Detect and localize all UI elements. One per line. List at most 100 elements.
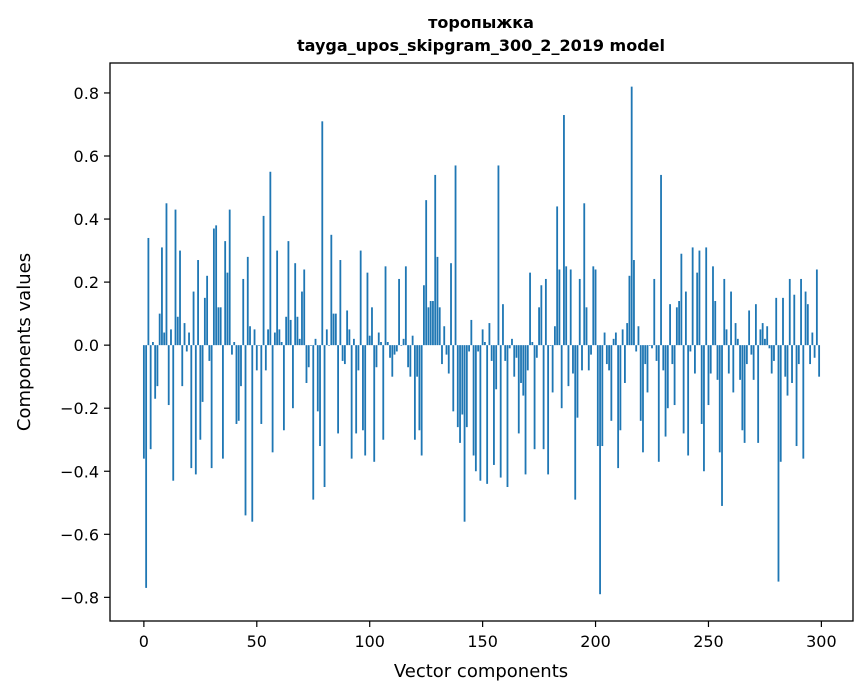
bar-98 [364, 345, 367, 456]
bar-232 [666, 345, 669, 409]
x-axis: 0 50 100 150 200 250 300 [139, 621, 837, 651]
bar-6 [156, 345, 159, 387]
bar-51 [258, 345, 260, 346]
bar-275 [764, 338, 766, 346]
bar-185 [560, 345, 563, 409]
bar-256 [721, 345, 723, 506]
bar-193 [578, 278, 581, 346]
bar-123 [420, 345, 423, 456]
bar-211 [619, 345, 622, 431]
plot-frame [109, 62, 854, 622]
bar-293 [804, 291, 807, 346]
bar-117 [407, 345, 410, 368]
bar-95 [357, 345, 360, 371]
bar-279 [773, 345, 775, 361]
bar-30 [210, 345, 213, 469]
bar-8 [161, 247, 163, 346]
bar-159 [502, 304, 504, 346]
bar-283 [782, 297, 784, 346]
bar-15 [176, 316, 179, 346]
bar-255 [718, 345, 721, 453]
bar-145 [470, 319, 473, 346]
bar-288 [793, 294, 796, 346]
bar-169 [524, 345, 527, 475]
bar-16 [179, 250, 181, 346]
bar-240 [684, 291, 687, 346]
bar-276 [766, 326, 769, 346]
bar-81 [325, 329, 328, 346]
bar-247 [700, 345, 703, 424]
bar-164 [513, 345, 516, 377]
bar-234 [671, 345, 674, 365]
bar-137 [452, 345, 455, 412]
bar-205 [605, 345, 608, 365]
bar-120 [413, 345, 416, 440]
x-tick-label-1: 50 [247, 632, 267, 651]
bar-187 [565, 266, 568, 346]
bar-5 [154, 345, 157, 399]
chart-subtitle: tayga_upos_skipgram_300_2_2019 model [297, 36, 665, 55]
bar-27 [203, 297, 206, 346]
bar-168 [522, 345, 525, 396]
bar-80 [323, 345, 326, 488]
y-tick-label-6: 0.4 [74, 210, 99, 229]
y-tick-label-2: −0.4 [60, 462, 99, 481]
bar-142 [463, 345, 466, 522]
x-tick-label-3: 150 [467, 632, 498, 651]
bar-269 [750, 345, 753, 355]
bar-238 [680, 253, 683, 346]
bar-48 [251, 345, 254, 522]
bar-235 [673, 345, 676, 406]
bar-259 [727, 345, 730, 374]
y-tick-label-1: −0.6 [60, 525, 99, 544]
x-tick-label-4: 200 [580, 632, 611, 651]
bar-286 [788, 278, 791, 346]
bar-177 [542, 345, 545, 450]
bar-201 [596, 345, 599, 447]
bar-45 [244, 345, 247, 516]
bar-196 [585, 307, 588, 346]
bar-140 [459, 345, 461, 443]
bar-105 [380, 342, 382, 346]
bar-86 [337, 345, 339, 434]
bar-265 [741, 345, 744, 431]
bar-165 [515, 345, 518, 358]
bar-59 [276, 250, 279, 346]
bar-91 [348, 329, 351, 346]
bar-122 [418, 345, 421, 431]
y-tick-label-4: 0.0 [74, 336, 99, 355]
bar-158 [499, 345, 502, 478]
bar-246 [698, 250, 701, 346]
bar-7 [158, 313, 161, 346]
bar-264 [739, 345, 741, 380]
bar-85 [334, 313, 337, 346]
bar-114 [400, 345, 403, 346]
bar-299 [818, 345, 821, 377]
bar-258 [725, 329, 728, 346]
bar-111 [393, 345, 396, 355]
bar-43 [240, 345, 242, 387]
bar-77 [316, 345, 319, 412]
bar-214 [626, 323, 629, 346]
bar-213 [624, 345, 626, 383]
bar-74 [310, 345, 312, 346]
bar-198 [590, 345, 592, 355]
bar-270 [752, 345, 755, 380]
bar-100 [368, 335, 371, 346]
bar-292 [802, 345, 805, 459]
bar-222 [644, 345, 647, 365]
bar-285 [786, 345, 789, 396]
bar-173 [533, 345, 536, 450]
bar-35 [222, 345, 224, 459]
bar-202 [599, 345, 601, 595]
bar-18 [183, 323, 186, 346]
bar-133 [443, 326, 446, 346]
bar-266 [743, 345, 746, 443]
bar-162 [508, 345, 511, 349]
bar-210 [617, 345, 620, 469]
y-tick-label-3: −0.2 [60, 399, 99, 418]
bar-218 [635, 345, 638, 352]
bar-172 [531, 342, 534, 346]
bar-278 [770, 345, 773, 374]
bar-52 [260, 345, 263, 424]
